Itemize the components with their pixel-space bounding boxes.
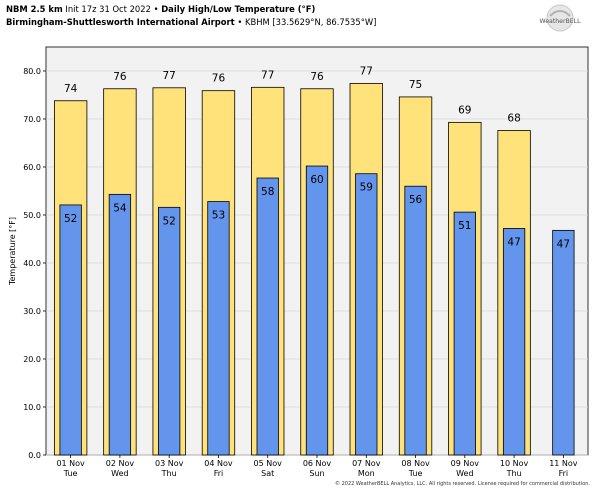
separator: •	[237, 17, 243, 27]
x-tick-date: 05 Nov	[254, 459, 283, 468]
x-tick-date: 10 Nov	[500, 459, 529, 468]
low-temp-bar	[404, 185, 427, 456]
header-line-2: Birmingham-Shuttlesworth International A…	[6, 16, 526, 29]
x-tick-date: 01 Nov	[56, 459, 85, 468]
svg-text:WeatherBELL: WeatherBELL	[539, 18, 581, 25]
high-temp-label: 77	[360, 65, 373, 77]
x-tick-day: Sun	[309, 469, 324, 478]
low-temp-label: 54	[113, 202, 127, 214]
low-temp-bar	[453, 211, 476, 456]
header-line-1: NBM 2.5 km Init 17z 31 Oct 2022 • Daily …	[6, 3, 526, 16]
low-temp-bar	[108, 193, 132, 456]
low-temp-bar	[355, 173, 378, 456]
low-temp-label: 47	[557, 238, 570, 250]
x-tick-date: 04 Nov	[204, 459, 233, 468]
y-tick-label: 0.0	[28, 451, 41, 460]
low-temp-label: 60	[310, 174, 323, 186]
chart-title: Daily High/Low Temperature (°F)	[161, 4, 316, 14]
x-tick-day: Mon	[358, 469, 375, 478]
high-temp-label: 77	[261, 69, 274, 81]
high-temp-label: 69	[458, 104, 471, 116]
x-tick-day: Fri	[559, 469, 569, 478]
low-temp-label: 56	[409, 194, 423, 206]
low-temp-label: 51	[458, 220, 471, 232]
x-tick-day: Wed	[456, 469, 473, 478]
y-tick-label: 30.0	[23, 307, 41, 316]
x-tick-day: Thu	[506, 469, 522, 478]
separator: •	[153, 4, 159, 14]
low-temp-bar	[207, 201, 230, 456]
model-name: NBM 2.5 km	[6, 4, 63, 14]
y-axis: 0.0 10.0 20.0 30.0 40.0 50.0 60.0 70.0 80.0	[23, 67, 46, 460]
y-tick-label: 20.0	[23, 355, 41, 364]
x-tick-date: 03 Nov	[155, 459, 184, 468]
y-tick-label: 80.0	[23, 67, 41, 76]
low-temp-label: 47	[507, 236, 520, 248]
low-temp-bar	[256, 177, 279, 456]
low-temperature-bars: 52 54 52 53 58 60 59 56 51 47 47	[59, 165, 575, 456]
x-tick-day: Fri	[214, 469, 224, 478]
low-temp-label: 53	[212, 210, 225, 222]
low-temp-bar	[502, 228, 526, 456]
high-temp-label: 75	[409, 79, 422, 91]
x-tick-day: Wed	[111, 469, 128, 478]
high-temp-label: 77	[162, 70, 175, 82]
high-temp-label: 68	[507, 113, 520, 125]
y-axis-label: Temperature [°F]	[8, 217, 17, 286]
x-tick-date: 06 Nov	[303, 459, 332, 468]
x-tick-date: 02 Nov	[106, 459, 135, 468]
x-tick-date: 07 Nov	[352, 459, 381, 468]
low-temp-label: 52	[64, 213, 77, 225]
y-tick-label: 50.0	[23, 211, 41, 220]
x-tick-day: Thu	[161, 469, 177, 478]
x-tick-day: Tue	[408, 469, 423, 478]
low-temp-bar	[59, 204, 82, 456]
low-temp-label: 52	[162, 215, 175, 227]
low-temp-bar	[305, 165, 329, 456]
x-tick-day: Tue	[63, 469, 78, 478]
copyright-footer: © 2022 WeatherBELL Analytics, LLC. All r…	[335, 481, 590, 487]
y-tick-label: 60.0	[23, 163, 41, 172]
high-temp-label: 76	[212, 73, 226, 85]
y-tick-label: 40.0	[23, 259, 41, 268]
low-temp-label: 59	[360, 182, 373, 194]
x-tick-date: 08 Nov	[401, 459, 430, 468]
low-temp-bar	[552, 229, 575, 456]
high-temp-label: 76	[113, 71, 127, 83]
x-tick-day: Sat	[261, 469, 274, 478]
y-tick-label: 10.0	[23, 403, 41, 412]
low-temp-bar	[158, 206, 181, 456]
high-temp-label: 76	[310, 71, 324, 83]
y-tick-label: 70.0	[23, 115, 41, 124]
weatherbell-logo: WeatherBELL	[539, 4, 581, 32]
high-temp-label: 74	[64, 83, 78, 95]
location-name: Birmingham-Shuttlesworth International A…	[6, 17, 235, 27]
low-temp-label: 58	[261, 186, 274, 198]
x-tick-date: 11 Nov	[549, 459, 578, 468]
chart-header: NBM 2.5 km Init 17z 31 Oct 2022 • Daily …	[6, 3, 526, 29]
x-tick-date: 09 Nov	[451, 459, 480, 468]
init-time: Init 17z 31 Oct 2022	[65, 4, 151, 14]
station-info: KBHM [33.5629°N, 86.7535°W]	[244, 17, 377, 27]
